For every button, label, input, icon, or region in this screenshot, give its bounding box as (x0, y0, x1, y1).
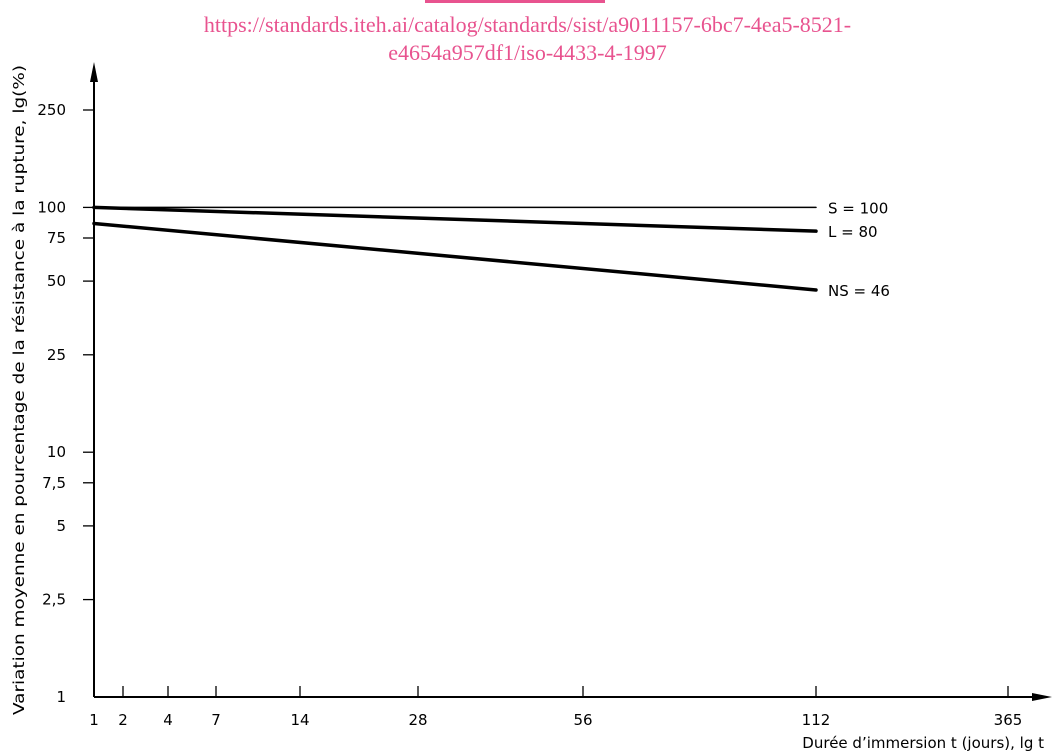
x-tick-label: 7 (211, 711, 221, 729)
y-tick-label: 5 (56, 517, 66, 535)
x-tick-label: 365 (994, 711, 1023, 729)
x-tick-label: 4 (163, 711, 173, 729)
y-axis-title: Variation moyenne en pourcentage de la r… (10, 65, 28, 715)
y-tick-label: 50 (47, 272, 66, 290)
y-ticks: 1 2,5 5 7,5 10 25 50 75 100 250 (37, 101, 94, 706)
y-tick-label: 250 (37, 101, 66, 119)
series-label: L = 80 (828, 223, 878, 241)
x-ticks: 1 2 4 7 14 28 56 112 365 (89, 686, 1022, 729)
series-labels: S = 100 L = 80 NS = 46 (828, 199, 890, 300)
y-tick-label: 1 (56, 688, 66, 706)
series-label: S = 100 (828, 199, 888, 217)
y-tick-label: 75 (47, 229, 66, 247)
y-axis-arrow (90, 62, 98, 82)
watermark-line-2[interactable]: e4654a957df1/iso-4433-4-1997 (388, 40, 667, 65)
x-axis-arrow (1032, 693, 1052, 701)
x-tick-label: 112 (802, 711, 831, 729)
x-tick-label: 2 (118, 711, 128, 729)
series-label: NS = 46 (828, 282, 890, 300)
x-tick-label: 14 (290, 711, 309, 729)
series-lines (92, 205, 818, 292)
y-tick-label: 2,5 (42, 591, 66, 609)
y-tick-label: 7,5 (42, 474, 66, 492)
y-tick-label: 10 (47, 443, 66, 461)
watermark-underline (425, 0, 605, 3)
series-line (92, 221, 818, 292)
y-tick-label: 100 (37, 198, 66, 216)
y-tick-label: 25 (47, 346, 66, 364)
watermark-line-1[interactable]: https://standards.iteh.ai/catalog/standa… (203, 12, 852, 37)
series-line (92, 205, 818, 233)
axes (90, 62, 1052, 701)
x-tick-label: 28 (408, 711, 427, 729)
x-tick-label: 56 (573, 711, 592, 729)
x-tick-label: 1 (89, 711, 99, 729)
x-axis-title: Durée d’immersion t (jours), lg t (802, 734, 1044, 752)
